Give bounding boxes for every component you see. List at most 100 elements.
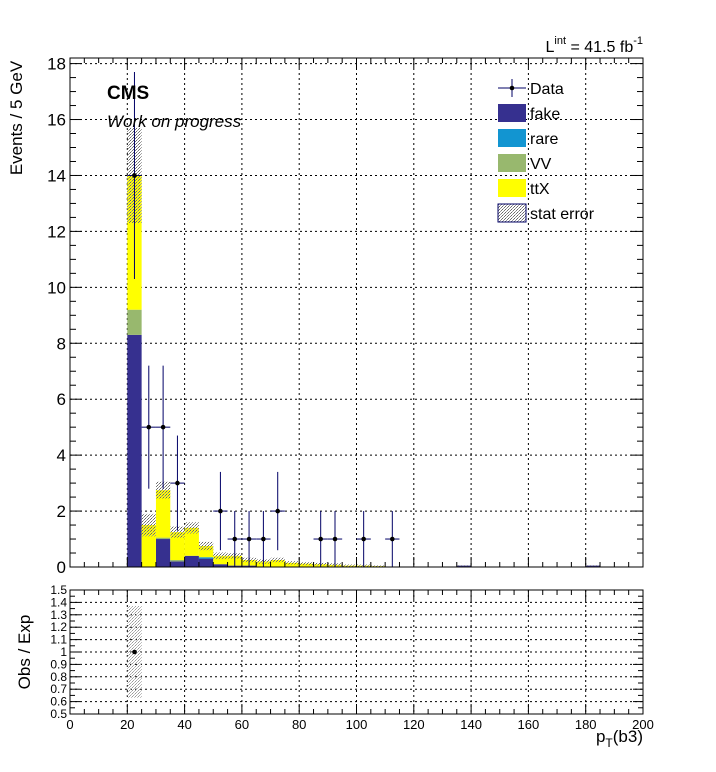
data-point xyxy=(232,536,238,542)
y-tick-label: 10 xyxy=(47,278,66,297)
cms-label: CMS xyxy=(107,83,149,104)
legend-label: rare xyxy=(530,131,559,148)
main-grid xyxy=(70,58,643,567)
bar-fake xyxy=(127,334,142,567)
ratio-y-tick-label: 1.1 xyxy=(50,633,67,647)
ratio-point xyxy=(132,649,137,655)
stat-error-box xyxy=(342,564,357,567)
bar-ttX xyxy=(299,563,314,567)
ratio-y-tick-label: 0.6 xyxy=(50,695,67,709)
bar-fake xyxy=(585,565,601,567)
y-axis-label: Events / 5 GeV xyxy=(7,60,26,175)
data-point xyxy=(132,173,137,178)
ratio-grid xyxy=(70,590,643,714)
y-tick-label: 14 xyxy=(47,166,66,185)
stat-error-box xyxy=(198,541,214,551)
bar-fake xyxy=(198,558,214,567)
bar-ttX xyxy=(170,532,185,561)
ratio-y-tick-label: 0.9 xyxy=(50,657,67,671)
y-tick-label: 4 xyxy=(57,446,66,465)
ratio-y-axis-label: Obs / Exp xyxy=(15,615,34,690)
x-tick-label: 120 xyxy=(403,717,425,732)
ratio-plot-panel: 0 20 40 60 80 100 120 140 160 180 200 0.50.60.70.8… xyxy=(50,583,654,732)
legend-data-marker xyxy=(509,85,515,91)
ratio-y-tick-label: 0.7 xyxy=(50,682,67,696)
bar-fake xyxy=(213,564,228,567)
stat-error-box xyxy=(299,561,314,566)
ratio-y-tick-label: 0.8 xyxy=(50,670,67,684)
stat-error-box xyxy=(370,565,386,567)
y-tick-label: 6 xyxy=(57,390,66,409)
stat-error-box xyxy=(213,552,228,560)
data-point xyxy=(390,536,395,542)
legend-swatch-VV xyxy=(498,154,526,172)
stat-error-box xyxy=(270,557,285,563)
legend-swatch-ttX xyxy=(498,179,526,197)
x-tick-label: 20 xyxy=(120,717,134,732)
lumi-label: Lint = 41.5 fb-1 xyxy=(546,35,643,56)
legend-swatch-rare xyxy=(498,129,526,147)
ratio-x-ticks: 0 20 40 60 80 100 120 140 160 180 200 xyxy=(66,590,654,732)
main-plot-panel: 0 2 4 6 8 10 12 14 16 18 xyxy=(47,55,644,577)
x-tick-label: 200 xyxy=(632,717,654,732)
bar-ttX xyxy=(184,527,199,556)
data-point xyxy=(318,536,323,542)
bar-fake xyxy=(184,555,199,567)
stat-error-box xyxy=(284,561,300,565)
x-tick-label: 160 xyxy=(518,717,540,732)
ratio-y-tick-label: 1 xyxy=(60,645,67,659)
x-tick-label: 140 xyxy=(460,717,482,732)
y-tick-label: 18 xyxy=(47,55,66,74)
x-tick-label: 100 xyxy=(346,717,368,732)
bar-rare xyxy=(198,557,214,559)
legend-swatch-fake xyxy=(498,104,526,122)
bar-ttX xyxy=(198,546,214,558)
stat-error-box xyxy=(170,526,185,538)
data-points xyxy=(127,71,400,567)
data-point xyxy=(175,480,180,486)
stacked-histogram xyxy=(127,175,601,567)
legend-label: VV xyxy=(530,156,552,173)
main-y-ticks: 0 2 4 6 8 10 12 14 16 18 xyxy=(47,55,643,577)
y-tick-label: 8 xyxy=(57,334,66,353)
data-point xyxy=(246,536,252,542)
x-tick-label: 60 xyxy=(235,717,249,732)
data-point xyxy=(160,424,166,430)
ratio-y-ticks: 0.50.60.70.80.911.11.21.31.41.5 xyxy=(50,583,643,721)
ratio-y-tick-label: 1.4 xyxy=(50,595,67,609)
legend: Data fake rare VV ttX stat error xyxy=(497,79,595,223)
bar-ttX xyxy=(284,562,300,567)
stat-error-box xyxy=(585,565,601,567)
data-point xyxy=(261,536,266,542)
ratio-y-tick-label: 1.5 xyxy=(50,583,67,597)
bar-ttX xyxy=(213,555,228,565)
y-tick-label: 2 xyxy=(57,502,66,521)
data-point xyxy=(332,536,338,542)
legend-label: fake xyxy=(530,106,560,123)
x-tick-label: 80 xyxy=(292,717,306,732)
stat-error-box xyxy=(456,565,472,567)
ratio-y-tick-label: 1.3 xyxy=(50,608,67,622)
data-point xyxy=(361,536,366,542)
bar-fake xyxy=(170,561,185,567)
legend-swatch-stat-error xyxy=(497,203,527,223)
bar-VV xyxy=(127,309,142,335)
y-tick-label: 16 xyxy=(47,111,66,130)
bar-ttX xyxy=(270,560,285,567)
cms-sublabel: Work on progress xyxy=(107,112,242,131)
bar-fake xyxy=(456,565,472,567)
legend-label: Data xyxy=(530,81,564,98)
data-point xyxy=(218,508,223,514)
x-tick-label: 0 xyxy=(66,717,73,732)
y-tick-label: 0 xyxy=(57,558,66,577)
bar-ttX xyxy=(155,490,171,538)
legend-label: stat error xyxy=(530,206,595,223)
bar-fake xyxy=(155,539,171,567)
ratio-points xyxy=(132,649,137,655)
main-x-ticks xyxy=(69,58,644,567)
bar-VV xyxy=(155,537,171,540)
stat-error-box xyxy=(184,522,199,534)
x-axis-label: pT(b3) xyxy=(596,727,643,750)
ratio-y-tick-label: 1.2 xyxy=(50,620,67,634)
